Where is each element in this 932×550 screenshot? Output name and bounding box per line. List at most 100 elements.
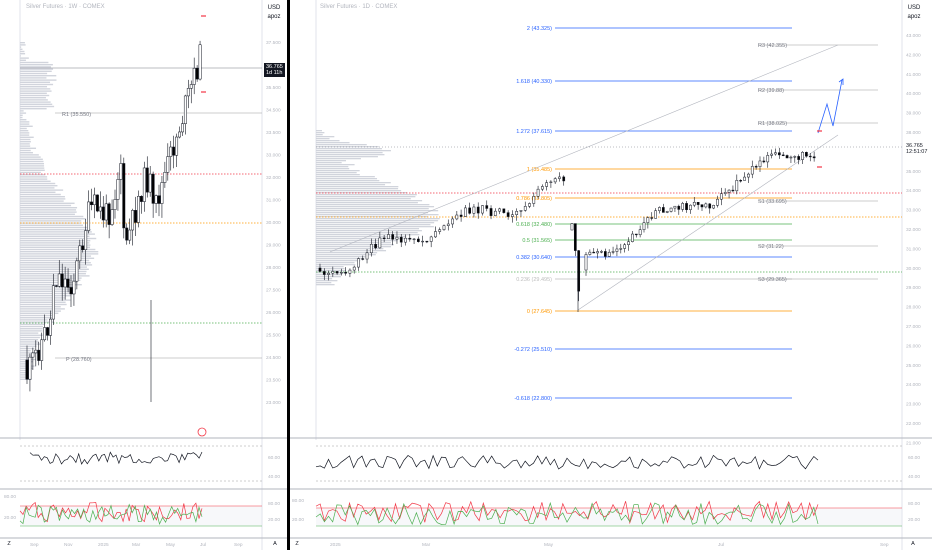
weekly-candle-body bbox=[46, 327, 49, 336]
daily-currency-box[interactable]: USD apoz bbox=[903, 2, 925, 24]
weekly-candle-body bbox=[63, 278, 67, 288]
daily-volume-profile-bar bbox=[316, 284, 335, 286]
daily-fib-label: 0 (27.645) bbox=[527, 309, 552, 315]
daily-volume-profile-bar bbox=[316, 216, 428, 218]
weekly-time-tick: Sep bbox=[234, 542, 243, 548]
weekly-price-tick: 35.500 bbox=[266, 85, 281, 91]
daily-volume-profile-bar bbox=[316, 234, 420, 236]
weekly-stoch-tick: 20.00 bbox=[268, 517, 280, 523]
weekly-volume-profile-bar bbox=[20, 363, 30, 365]
weekly-price-tick: 33.000 bbox=[266, 153, 281, 159]
daily-candle-body bbox=[506, 212, 510, 217]
daily-chart-pane[interactable]: 2 (43.325) 1.618 (40.330) 1.272 (37.615) 1 … bbox=[290, 0, 932, 550]
daily-auto-scale-button[interactable]: A bbox=[911, 541, 915, 547]
weekly-currency-box[interactable]: USD apoz bbox=[263, 2, 285, 24]
weekly-candle-body bbox=[169, 146, 173, 157]
weekly-alert-icon bbox=[197, 427, 207, 437]
weekly-volume-profile-bar bbox=[20, 358, 36, 361]
daily-recovery-candle-body bbox=[669, 207, 673, 212]
daily-recovery-candle-body bbox=[623, 244, 627, 249]
daily-volume-profile-bar bbox=[316, 210, 439, 212]
daily-recovery-candle-body bbox=[692, 201, 696, 206]
weekly-volume-profile-bar bbox=[20, 264, 93, 266]
daily-volume-profile-bar bbox=[316, 246, 392, 248]
daily-recovery-candle-body bbox=[611, 251, 615, 253]
daily-volume-profile-bar bbox=[316, 134, 323, 136]
weekly-candle-body bbox=[178, 131, 181, 138]
weekly-candle-body bbox=[134, 210, 137, 223]
daily-pivot-label: R1 (38.025) bbox=[758, 121, 787, 127]
weekly-candle-body bbox=[95, 194, 99, 212]
weekly-volume-profile-bar bbox=[20, 319, 48, 321]
weekly-p-label: P (28.760) bbox=[66, 357, 92, 363]
weekly-candle-body bbox=[31, 352, 35, 358]
pane-divider[interactable] bbox=[287, 0, 290, 550]
daily-candle-body bbox=[382, 237, 386, 240]
weekly-volume-profile-bar bbox=[20, 123, 30, 125]
daily-volume-profile-bar bbox=[316, 198, 411, 200]
daily-zoom-button[interactable]: Z bbox=[295, 541, 299, 547]
weekly-chart-canvas[interactable]: R1 (35.550)P (28.760)37.50036.00035.5003… bbox=[0, 0, 287, 550]
weekly-volume-profile-bar bbox=[20, 279, 81, 281]
weekly-volume-profile-bar bbox=[20, 152, 33, 154]
weekly-volume-profile-bar bbox=[20, 57, 29, 59]
weekly-volume-profile-bar bbox=[20, 336, 40, 339]
daily-recovery-candle-body bbox=[615, 248, 619, 252]
daily-chart-canvas[interactable]: 2 (43.325) 1.618 (40.330) 1.272 (37.615) 1 … bbox=[290, 0, 932, 550]
daily-candle-body bbox=[532, 196, 536, 204]
daily-fib-label: 1.272 (37.615) bbox=[516, 129, 552, 135]
daily-symbol-title: Silver Futures · 1D · COMEX bbox=[320, 4, 398, 10]
weekly-volume-profile-bar bbox=[20, 127, 27, 130]
daily-fib-label: 0.5 (31.565) bbox=[522, 238, 552, 244]
weekly-time-tick: Sep bbox=[30, 542, 39, 548]
daily-candle-body bbox=[515, 211, 519, 215]
daily-recovery-candle-body bbox=[600, 251, 603, 253]
weekly-volume-profile-bar bbox=[20, 132, 30, 134]
weekly-volume-profile-bar bbox=[20, 79, 57, 81]
daily-candle-body bbox=[365, 252, 369, 260]
weekly-price-tick: 24.500 bbox=[266, 355, 281, 361]
daily-price-tick: 33.000 bbox=[906, 208, 921, 214]
daily-candle-body bbox=[429, 236, 433, 242]
daily-candle-body bbox=[357, 258, 360, 268]
daily-price-tick: 43.000 bbox=[906, 33, 921, 39]
weekly-chart-pane[interactable]: R1 (35.550)P (28.760)37.50036.00035.5003… bbox=[0, 0, 287, 550]
daily-volume-profile-bar bbox=[316, 222, 435, 224]
daily-recovery-candle-body bbox=[650, 217, 654, 219]
daily-volume-profile-bar bbox=[316, 166, 349, 168]
daily-recovery-candle-body bbox=[727, 189, 731, 193]
weekly-volume-profile-bar bbox=[20, 176, 48, 178]
weekly-stoch-tick: 80.00 bbox=[4, 494, 16, 500]
weekly-candle-body bbox=[157, 195, 161, 204]
weekly-zoom-button[interactable]: Z bbox=[7, 541, 11, 547]
daily-recovery-candle-body bbox=[661, 207, 665, 213]
daily-recovery-candle-body bbox=[766, 155, 770, 163]
weekly-volume-profile-bar bbox=[20, 44, 26, 46]
daily-pivot-label: S2 (31.22) bbox=[758, 244, 784, 250]
daily-last-price: 36.765 bbox=[906, 143, 923, 149]
weekly-volume-profile-bar bbox=[20, 299, 71, 301]
daily-candle-body bbox=[528, 203, 531, 207]
daily-price-tick: 32.000 bbox=[906, 227, 921, 233]
weekly-volume-profile-bar bbox=[20, 158, 43, 160]
weekly-candle-body bbox=[107, 203, 111, 225]
daily-recovery-candle-body bbox=[754, 166, 758, 168]
weekly-volume-profile-bar bbox=[20, 356, 33, 358]
weekly-volume-profile-bar bbox=[20, 182, 56, 185]
weekly-auto-scale-button[interactable]: A bbox=[273, 541, 277, 547]
weekly-candle-body bbox=[116, 179, 120, 200]
daily-recovery-candle-body bbox=[638, 229, 642, 236]
weekly-volume-profile-bar bbox=[20, 270, 87, 273]
daily-drop-candle-body bbox=[573, 223, 577, 251]
daily-rsi-tick: 60.00 bbox=[908, 455, 920, 461]
weekly-volume-profile-bar bbox=[20, 262, 91, 264]
weekly-volume-profile-bar bbox=[20, 163, 45, 165]
weekly-rsi-tick: 40.00 bbox=[268, 474, 280, 480]
daily-recovery-candle-body bbox=[712, 205, 715, 209]
daily-volume-profile-bar bbox=[316, 218, 440, 220]
weekly-candle-body bbox=[183, 95, 187, 124]
daily-channel-lower bbox=[577, 134, 839, 311]
daily-recovery-candle-body bbox=[793, 156, 797, 158]
weekly-candle-body bbox=[122, 163, 126, 229]
daily-recovery-candle-body bbox=[774, 152, 777, 155]
